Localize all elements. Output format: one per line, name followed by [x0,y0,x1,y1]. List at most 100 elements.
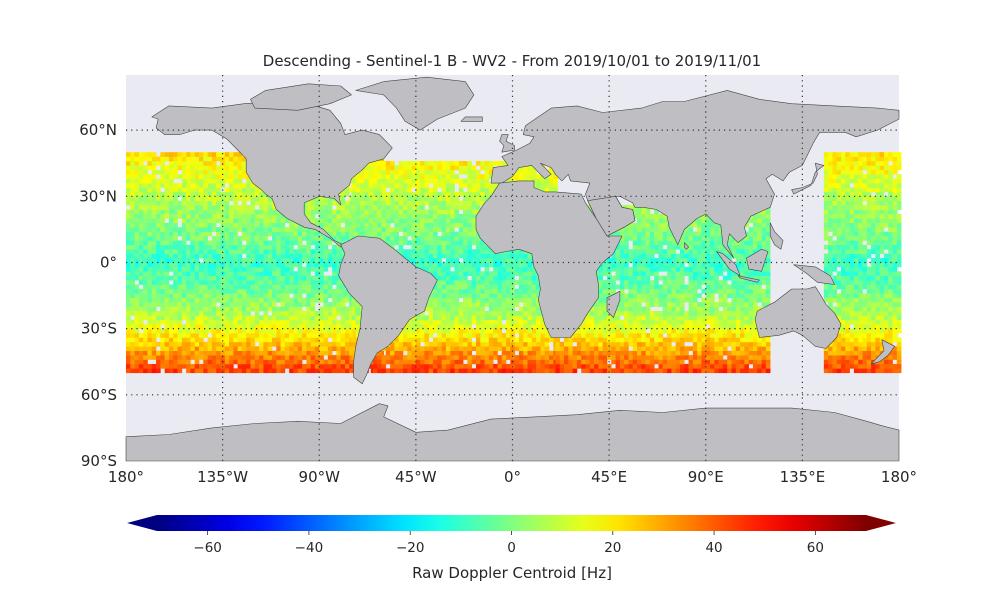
heatmap-cell [306,236,311,241]
heatmap-cell [164,341,170,347]
heatmap-cell [523,324,528,329]
heatmap-cell [467,341,472,347]
heatmap-cell [138,169,144,175]
heatmap-cell [390,359,395,365]
heatmap-cell [134,200,140,206]
heatmap-cell [424,200,430,206]
heatmap-cell [471,187,477,193]
heatmap-cell [441,262,447,268]
heatmap-cell [415,324,421,329]
heatmap-cell [134,231,140,237]
heatmap-cell [445,205,451,210]
heatmap-cell [411,218,417,224]
heatmap-cell [441,341,447,347]
heatmap-cell [480,297,485,303]
heatmap-cell [531,341,537,347]
heatmap-cell [263,200,269,206]
heatmap-cell [177,183,183,188]
heatmap-cell [471,280,477,285]
heatmap-cell [164,346,170,352]
heatmap-cell [433,249,438,254]
heatmap-cell [297,231,303,237]
heatmap-cell [514,328,520,334]
heatmap-cell [484,183,490,188]
heatmap-cell [263,311,269,316]
heatmap-cell [289,249,294,254]
heatmap-cell [484,280,490,285]
heatmap-cell [259,302,264,307]
heatmap-cell [173,275,178,281]
heatmap-cell [203,311,208,316]
heatmap-cell [289,315,294,321]
heatmap-cell [306,315,311,321]
heatmap-cell [458,240,464,246]
heatmap-cell [323,213,329,219]
heatmap-cell [355,183,361,188]
heatmap-cell [445,222,451,228]
heatmap-cell [216,156,221,162]
heatmap-cell [302,258,307,263]
heatmap-cell [224,293,230,299]
heatmap-cell [241,363,247,369]
heatmap-cell [181,253,187,259]
heatmap-cell [420,218,425,224]
heatmap-cell [160,346,165,352]
heatmap-cell [360,169,365,175]
heatmap-cell [250,359,256,365]
heatmap-cell [480,161,485,166]
heatmap-cell [194,355,200,360]
heatmap-cell [138,165,144,171]
heatmap-cell [134,174,140,179]
heatmap-cell [147,191,153,197]
heatmap-cell [420,187,425,193]
heatmap-cell [216,209,221,215]
heatmap-cell [259,359,264,365]
heatmap-cell [126,324,131,329]
heatmap-cell [276,266,281,272]
heatmap-cell [211,249,217,254]
heatmap-cell [246,266,251,272]
heatmap-cell [280,302,286,307]
heatmap-cell [160,284,165,290]
heatmap-cell [332,213,337,219]
heatmap-cell [390,363,395,369]
heatmap-cell [250,293,256,299]
heatmap-cell [211,152,217,157]
heatmap-cell [332,209,337,215]
heatmap-cell [168,183,174,188]
heatmap-cell [147,271,153,277]
heatmap-cell [138,346,144,352]
heatmap-cell [441,165,447,171]
heatmap-cell [445,161,451,166]
heatmap-cell [168,284,174,290]
heatmap-cell [272,253,277,259]
heatmap-cell [310,333,316,338]
heatmap-cell [463,191,468,197]
heatmap-cell [390,346,395,352]
heatmap-cell [224,161,230,166]
heatmap-cell [151,275,157,281]
heatmap-cell [156,359,161,365]
heatmap-cell [147,368,153,374]
heatmap-cell [332,266,337,272]
heatmap-cell [151,350,157,356]
heatmap-cell [332,341,337,347]
heatmap-cell [263,324,269,329]
heatmap-cell [203,152,208,157]
heatmap-cell [267,302,273,307]
heatmap-cell [527,328,533,334]
heatmap-cell [407,191,412,197]
heatmap-cell [211,262,217,268]
heatmap-cell [151,244,157,250]
heatmap-cell [207,355,213,360]
heatmap-cell [126,231,131,237]
heatmap-cell [143,328,148,334]
heatmap-cell [450,249,455,254]
heatmap-cell [407,174,412,179]
heatmap-cell [424,209,430,215]
heatmap-cell [484,161,490,166]
heatmap-cell [190,231,196,237]
heatmap-cell [458,328,464,334]
heatmap-cell [437,249,442,254]
heatmap-cell [220,311,226,316]
